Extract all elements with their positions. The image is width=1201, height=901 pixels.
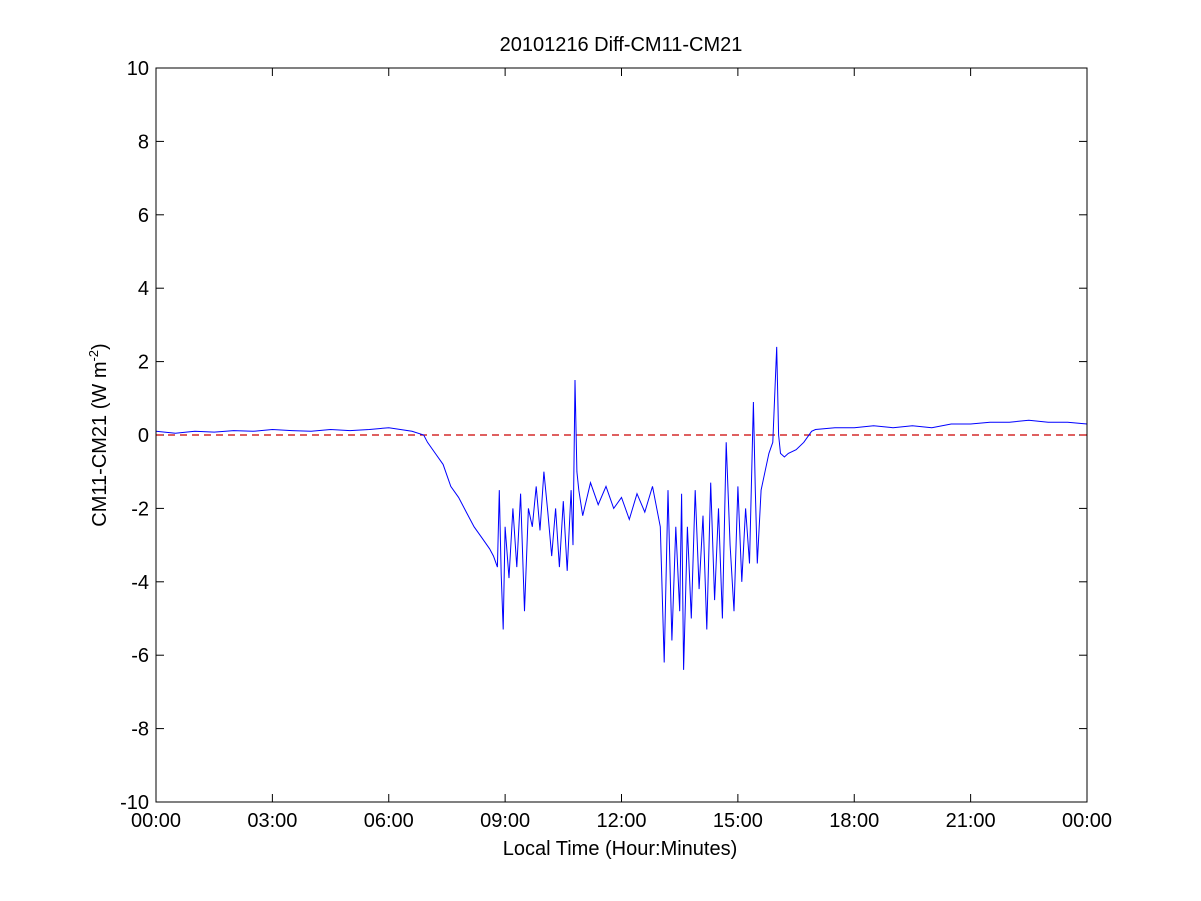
y-tick-label: 6 <box>138 205 149 227</box>
y-tick-label: -10 <box>120 792 149 814</box>
y-axis-label-main: CM11-CM21 (W m <box>89 362 111 527</box>
y-axis-label-close: ) <box>89 343 111 350</box>
x-tick-label: 00:00 <box>131 810 181 832</box>
y-tick-label: 4 <box>138 278 149 300</box>
y-tick-label: -2 <box>131 498 149 520</box>
x-tick-label: 15:00 <box>713 810 763 832</box>
y-tick-label: -4 <box>131 572 149 594</box>
x-tick-label: 06:00 <box>364 810 414 832</box>
y-tick-label: 2 <box>138 352 149 374</box>
y-axis-ticks: -10 -8 -6 -4 -2 0 2 4 6 8 10 <box>120 58 1087 814</box>
x-tick-label: 03:00 <box>247 810 297 832</box>
plot-frame <box>155 67 1088 803</box>
x-tick-label: 00:00 <box>1062 810 1112 832</box>
y-tick-label: 0 <box>138 425 149 447</box>
x-axis-label: Local Time (Hour:Minutes) <box>503 838 738 860</box>
y-axis-label: CM11-CM21 (W m-2) <box>86 343 111 526</box>
x-tick-label: 18:00 <box>829 810 879 832</box>
y-tick-label: -6 <box>131 645 149 667</box>
series-line-cm11-cm21 <box>155 346 1088 670</box>
x-tick-label: 09:00 <box>480 810 530 832</box>
y-tick-label: 8 <box>138 131 149 153</box>
x-axis-ticks: 00:00 03:00 06:00 09:00 12:00 15:00 18:00 21:00… <box>131 68 1112 832</box>
y-tick-label: -8 <box>131 719 149 741</box>
chart-title: 20101216 Diff-CM11-CM21 <box>500 34 743 56</box>
y-tick-label: 10 <box>127 58 149 80</box>
x-tick-label: 21:00 <box>946 810 996 832</box>
x-tick-label: 12:00 <box>596 810 646 832</box>
y-axis-label-superscript: -2 <box>86 350 101 362</box>
